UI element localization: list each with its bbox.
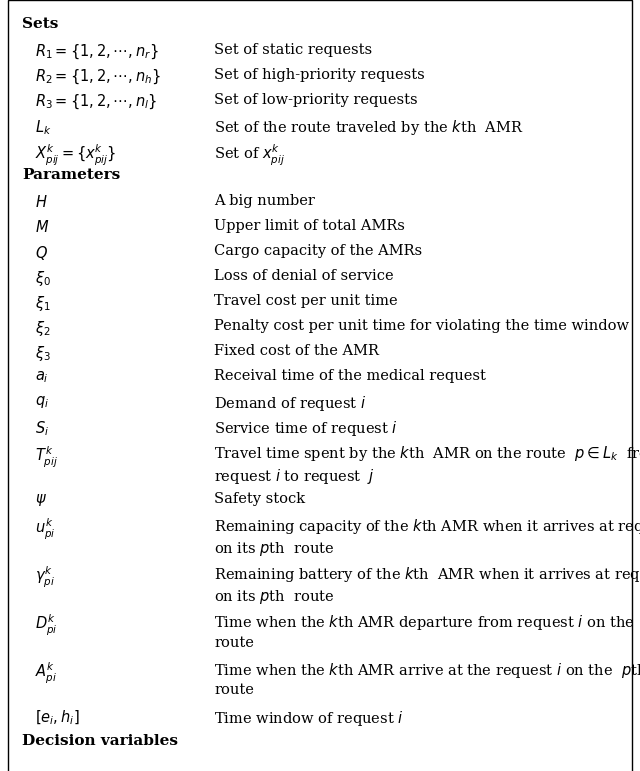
Text: Set of low-priority requests: Set of low-priority requests — [214, 93, 418, 107]
Text: $A_{pi}^k$: $A_{pi}^k$ — [35, 661, 58, 686]
Text: $\xi_3$: $\xi_3$ — [35, 344, 51, 363]
Text: Travel time spent by the $k$th  AMR on the route  $p\in L_k$  from: Travel time spent by the $k$th AMR on th… — [214, 444, 640, 463]
Text: $M$: $M$ — [35, 219, 49, 235]
Text: Set of high-priority requests: Set of high-priority requests — [214, 68, 425, 82]
Text: $\xi_2$: $\xi_2$ — [35, 319, 51, 338]
Text: $\psi$: $\psi$ — [35, 492, 47, 508]
Text: $Q$: $Q$ — [35, 244, 48, 262]
Text: $R_3=\{1,2,\cdots,n_l\}$: $R_3=\{1,2,\cdots,n_l\}$ — [35, 93, 157, 111]
Text: $H$: $H$ — [35, 194, 48, 210]
Text: on its $p$th  route: on its $p$th route — [214, 588, 335, 606]
Text: $X_{pij}^k=\{x_{pij}^k\}$: $X_{pij}^k=\{x_{pij}^k\}$ — [35, 143, 116, 168]
Text: $R_1=\{1,2,\cdots,n_r\}$: $R_1=\{1,2,\cdots,n_r\}$ — [35, 42, 159, 61]
Text: on its $p$th  route: on its $p$th route — [214, 540, 335, 558]
Text: Safety stock: Safety stock — [214, 492, 305, 507]
Text: A big number: A big number — [214, 194, 316, 208]
Text: Time when the $k$th AMR departure from request $i$ on the  $p$th: Time when the $k$th AMR departure from r… — [214, 613, 640, 632]
Text: Time when the $k$th AMR arrive at the request $i$ on the  $p$th: Time when the $k$th AMR arrive at the re… — [214, 661, 640, 680]
Text: $[e_i,h_i]$: $[e_i,h_i]$ — [35, 709, 80, 727]
Text: Receival time of the medical request: Receival time of the medical request — [214, 369, 486, 383]
Text: Fixed cost of the AMR: Fixed cost of the AMR — [214, 344, 380, 359]
Text: Decision variables: Decision variables — [22, 733, 179, 748]
Text: Time window of request $i$: Time window of request $i$ — [214, 709, 404, 728]
Text: Service time of request $i$: Service time of request $i$ — [214, 419, 398, 439]
Text: $D_{pi}^k$: $D_{pi}^k$ — [35, 613, 58, 638]
Text: route: route — [214, 683, 254, 698]
Text: request $i$ to request  $j$: request $i$ to request $j$ — [214, 467, 376, 487]
Text: Upper limit of total AMRs: Upper limit of total AMRs — [214, 219, 405, 233]
Text: Set of static requests: Set of static requests — [214, 42, 372, 57]
Text: Set of the route traveled by the $k$th  AMR: Set of the route traveled by the $k$th A… — [214, 118, 524, 137]
Text: $\xi_0$: $\xi_0$ — [35, 269, 51, 288]
Text: $a_i$: $a_i$ — [35, 369, 49, 385]
Text: $\gamma_{pi}^k$: $\gamma_{pi}^k$ — [35, 565, 55, 591]
Text: Remaining battery of the $k$th  AMR when it arrives at request  $i$: Remaining battery of the $k$th AMR when … — [214, 565, 640, 584]
Text: $T_{pij}^k$: $T_{pij}^k$ — [35, 444, 58, 470]
Text: Travel cost per unit time: Travel cost per unit time — [214, 294, 398, 308]
Text: Set of $x_{pij}^k$: Set of $x_{pij}^k$ — [214, 143, 285, 168]
Text: Penalty cost per unit time for violating the time window: Penalty cost per unit time for violating… — [214, 319, 629, 333]
Text: $\xi_1$: $\xi_1$ — [35, 294, 51, 313]
Text: Cargo capacity of the AMRs: Cargo capacity of the AMRs — [214, 244, 422, 258]
Text: $R_2=\{1,2,\cdots,n_h\}$: $R_2=\{1,2,\cdots,n_h\}$ — [35, 68, 161, 86]
Text: Parameters: Parameters — [22, 168, 121, 182]
Text: Loss of denial of service: Loss of denial of service — [214, 269, 394, 283]
Text: $q_i$: $q_i$ — [35, 394, 49, 410]
Text: route: route — [214, 635, 254, 650]
Text: Sets: Sets — [22, 17, 59, 31]
Text: $S_i$: $S_i$ — [35, 419, 49, 438]
Text: $L_k$: $L_k$ — [35, 118, 52, 136]
Text: Demand of request $i$: Demand of request $i$ — [214, 394, 367, 413]
Text: Remaining capacity of the $k$th AMR when it arrives at request  $i$: Remaining capacity of the $k$th AMR when… — [214, 517, 640, 537]
Text: $u_{pi}^k$: $u_{pi}^k$ — [35, 517, 56, 543]
